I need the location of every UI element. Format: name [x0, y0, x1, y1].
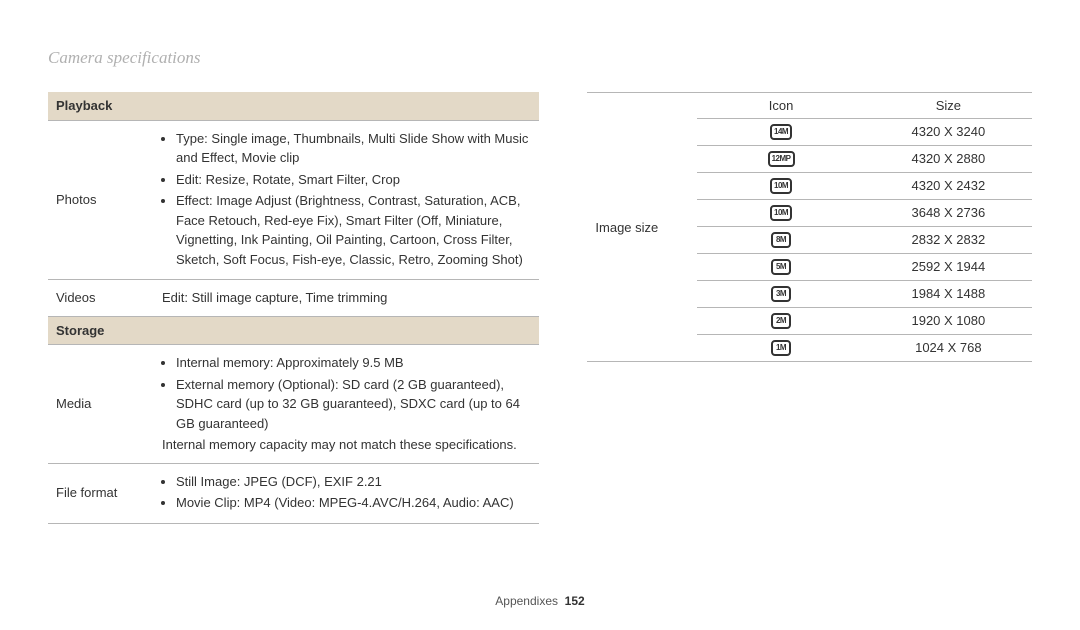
- header-size: Size: [865, 93, 1032, 118]
- size-cell: 3648 X 2736: [865, 200, 1032, 226]
- value-videos: Edit: Still image capture, Time trimming: [158, 280, 539, 316]
- mp-icon-cell: 10M: [697, 173, 864, 199]
- photos-bullet: Type: Single image, Thumbnails, Multi Sl…: [176, 129, 535, 168]
- mp-icon: 1M: [771, 340, 791, 356]
- value-media: Internal memory: Approximately 9.5 MB Ex…: [158, 345, 539, 463]
- mp-icon-cell: 10M: [697, 200, 864, 226]
- media-bullet: External memory (Optional): SD card (2 G…: [176, 375, 535, 434]
- label-media: Media: [48, 345, 158, 463]
- header-icon: Icon: [697, 93, 864, 118]
- mp-icon-cell: 12MP: [697, 146, 864, 172]
- mp-icon-cell: 3M: [697, 281, 864, 307]
- size-cell: 2592 X 1944: [865, 254, 1032, 280]
- table-row: 10M 4320 X 2432: [697, 173, 1032, 200]
- table-row: 12MP 4320 X 2880: [697, 146, 1032, 173]
- spec-table-left: Playback Photos Type: Single image, Thum…: [48, 92, 539, 524]
- mp-icon: 8M: [771, 232, 791, 248]
- content-columns: Playback Photos Type: Single image, Thum…: [48, 92, 1032, 524]
- image-size-label: Image size: [587, 92, 697, 362]
- page-title: Camera specifications: [48, 48, 1032, 68]
- section-playback: Playback: [48, 92, 539, 121]
- left-column: Playback Photos Type: Single image, Thum…: [48, 92, 539, 524]
- table-row: 10M 3648 X 2736: [697, 200, 1032, 227]
- mp-icon: 5M: [771, 259, 791, 275]
- size-cell: 1984 X 1488: [865, 281, 1032, 307]
- mp-icon: 14M: [770, 124, 792, 140]
- size-cell: 1024 X 768: [865, 335, 1032, 361]
- size-cell: 2832 X 2832: [865, 227, 1032, 253]
- footer-page: 152: [565, 594, 585, 608]
- footer: Appendixes 152: [0, 594, 1080, 608]
- photos-bullet: Edit: Resize, Rotate, Smart Filter, Crop: [176, 170, 535, 190]
- row-photos: Photos Type: Single image, Thumbnails, M…: [48, 121, 539, 281]
- right-column: Image size Icon Size 14M 4320 X 3240 12M…: [587, 92, 1032, 524]
- mp-icon: 12MP: [768, 151, 795, 167]
- table-row: 1M 1024 X 768: [697, 335, 1032, 362]
- row-videos: Videos Edit: Still image capture, Time t…: [48, 280, 539, 317]
- label-fileformat: File format: [48, 464, 158, 523]
- mp-icon-cell: 5M: [697, 254, 864, 280]
- value-fileformat: Still Image: JPEG (DCF), EXIF 2.21 Movie…: [158, 464, 539, 523]
- mp-icon: 10M: [770, 205, 792, 221]
- size-cell: 4320 X 2880: [865, 146, 1032, 172]
- inner-size-table: Icon Size 14M 4320 X 3240 12MP 4320 X 28…: [697, 92, 1032, 362]
- mp-icon-cell: 2M: [697, 308, 864, 334]
- media-bullet: Internal memory: Approximately 9.5 MB: [176, 353, 535, 373]
- image-size-table: Image size Icon Size 14M 4320 X 3240 12M…: [587, 92, 1032, 362]
- table-header: Icon Size: [697, 92, 1032, 119]
- table-row: 5M 2592 X 1944: [697, 254, 1032, 281]
- photos-bullet: Effect: Image Adjust (Brightness, Contra…: [176, 191, 535, 269]
- label-videos: Videos: [48, 280, 158, 316]
- mp-icon-cell: 8M: [697, 227, 864, 253]
- label-photos: Photos: [48, 121, 158, 280]
- mp-icon: 3M: [771, 286, 791, 302]
- mp-icon: 10M: [770, 178, 792, 194]
- table-row: 14M 4320 X 3240: [697, 119, 1032, 146]
- size-cell: 1920 X 1080: [865, 308, 1032, 334]
- table-row: 8M 2832 X 2832: [697, 227, 1032, 254]
- row-fileformat: File format Still Image: JPEG (DCF), EXI…: [48, 464, 539, 524]
- table-row: 2M 1920 X 1080: [697, 308, 1032, 335]
- section-storage: Storage: [48, 317, 539, 346]
- ff-bullet: Still Image: JPEG (DCF), EXIF 2.21: [176, 472, 535, 492]
- ff-bullet: Movie Clip: MP4 (Video: MPEG-4.AVC/H.264…: [176, 493, 535, 513]
- size-cell: 4320 X 2432: [865, 173, 1032, 199]
- mp-icon-cell: 1M: [697, 335, 864, 361]
- mp-icon-cell: 14M: [697, 119, 864, 145]
- table-row: 3M 1984 X 1488: [697, 281, 1032, 308]
- media-note: Internal memory capacity may not match t…: [162, 435, 535, 455]
- value-photos: Type: Single image, Thumbnails, Multi Sl…: [158, 121, 539, 280]
- mp-icon: 2M: [771, 313, 791, 329]
- size-cell: 4320 X 3240: [865, 119, 1032, 145]
- footer-section: Appendixes: [495, 594, 558, 608]
- row-media: Media Internal memory: Approximately 9.5…: [48, 345, 539, 464]
